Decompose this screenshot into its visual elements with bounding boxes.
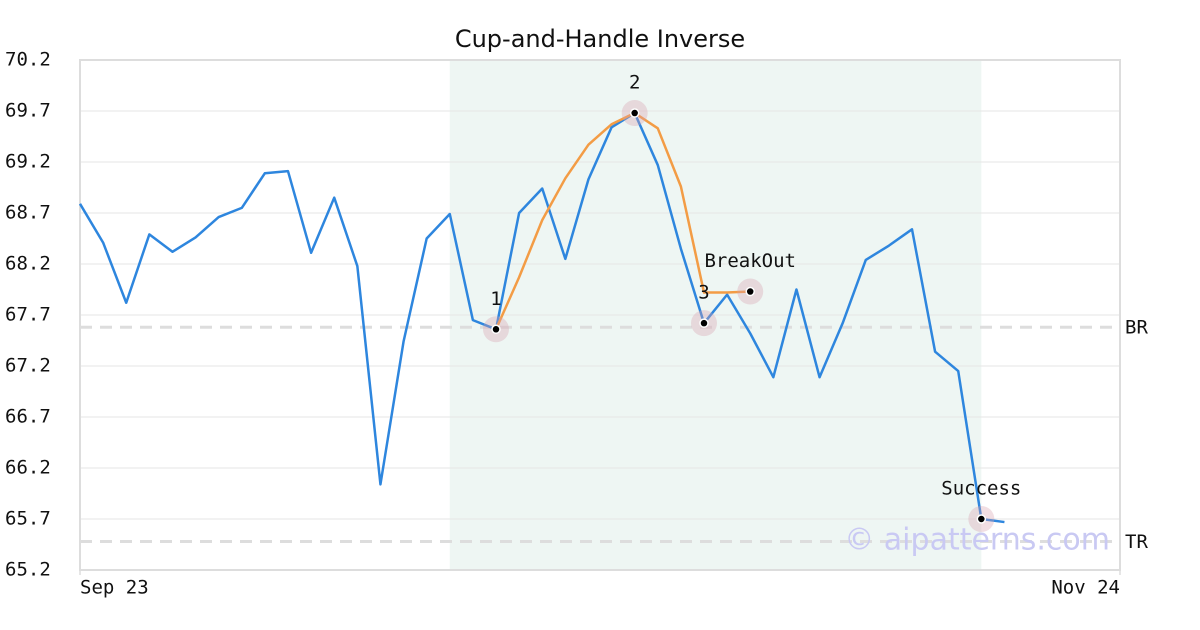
reference-label: BR [1125, 317, 1148, 339]
annotation-label: 3 [698, 282, 709, 304]
reference-label: TR [1125, 531, 1148, 553]
annotation-point [629, 108, 640, 118]
annotation-point [745, 286, 755, 297]
y-tick-label: 65.2 [5, 559, 51, 581]
y-tick-label: 66.2 [5, 457, 51, 479]
x-tick-label: Nov 24 [1051, 577, 1120, 599]
annotation-label: BreakOut [704, 250, 796, 272]
line-series [78, 111, 1005, 524]
x-tick-label: Sep 23 [80, 577, 149, 599]
y-tick-label: 65.7 [5, 508, 51, 530]
annotation-point [976, 514, 987, 524]
y-tick-label: 67.7 [5, 304, 51, 326]
annotation-label: 2 [629, 72, 640, 94]
y-tick-label: 69.2 [5, 151, 51, 173]
y-tick-label: 68.2 [5, 253, 51, 275]
y-tick-label: 70.2 [5, 49, 51, 71]
watermark: © aipatterns.com [844, 523, 1110, 558]
plot-border [79, 59, 1121, 571]
y-tick-label: 66.7 [5, 406, 51, 428]
annotation-label: Success [941, 478, 1021, 500]
chart-title: Cup-and-Handle Inverse [455, 25, 745, 53]
line-series [494, 111, 751, 330]
y-tick-label: 67.2 [5, 355, 51, 377]
y-tick-label: 68.7 [5, 202, 51, 224]
annotation-point [491, 324, 501, 335]
annotation-point [699, 318, 709, 328]
annotation-label: 1 [490, 288, 501, 310]
y-tick-label: 69.7 [5, 100, 51, 122]
